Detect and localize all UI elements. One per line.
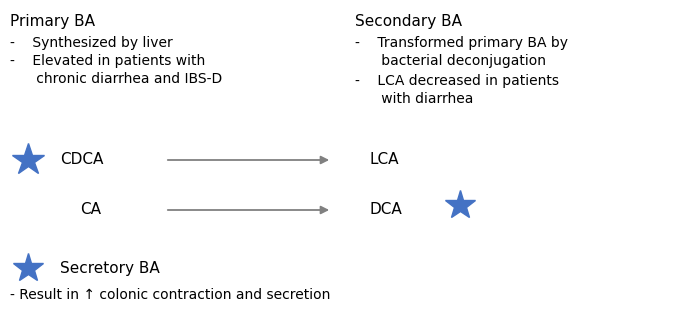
Text: CA: CA bbox=[80, 203, 101, 217]
Text: Secretory BA: Secretory BA bbox=[60, 261, 160, 276]
Text: Secondary BA: Secondary BA bbox=[355, 14, 462, 29]
Text: -    Synthesized by liver: - Synthesized by liver bbox=[10, 36, 173, 50]
Text: DCA: DCA bbox=[370, 203, 403, 217]
Text: Primary BA: Primary BA bbox=[10, 14, 95, 29]
Text: -    Elevated in patients with
      chronic diarrhea and IBS-D: - Elevated in patients with chronic diar… bbox=[10, 54, 222, 86]
Text: CDCA: CDCA bbox=[60, 152, 103, 168]
Text: LCA: LCA bbox=[370, 152, 399, 168]
Text: -    Transformed primary BA by
      bacterial deconjugation: - Transformed primary BA by bacterial de… bbox=[355, 36, 568, 68]
Text: - Result in ↑ colonic contraction and secretion: - Result in ↑ colonic contraction and se… bbox=[10, 288, 330, 302]
Text: -    LCA decreased in patients
      with diarrhea: - LCA decreased in patients with diarrhe… bbox=[355, 74, 559, 106]
